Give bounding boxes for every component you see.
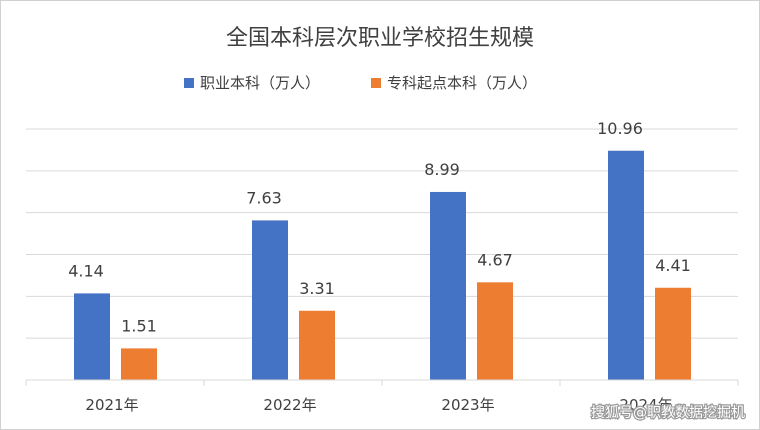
- bar-upgraded-bachelor-2: [299, 310, 335, 380]
- legend-swatch-upgraded-bachelor: [371, 78, 381, 88]
- data-label-upgraded-bachelor-2: 3.31: [299, 279, 335, 298]
- x-axis-ticks: [25, 380, 739, 386]
- data-labels: 4.14 1.51 7.63 3.31 8.99 4.67 10.96 4.41: [68, 119, 691, 336]
- data-label-vocational-bachelor-3: 8.99: [424, 160, 460, 179]
- x-tick-label-2: 2022年: [263, 396, 316, 414]
- bar-vocational-bachelor-3: [430, 191, 466, 380]
- x-tick-label-3: 2023年: [441, 396, 494, 414]
- bar-upgraded-bachelor-4: [655, 287, 691, 380]
- bar-upgraded-bachelor-3: [477, 282, 513, 380]
- bar-vocational-bachelor-4: [608, 150, 644, 380]
- data-label-upgraded-bachelor-4: 4.41: [655, 256, 691, 275]
- data-label-vocational-bachelor-2: 7.63: [246, 188, 282, 207]
- watermark-text: 搜狐号@职教数据挖掘机: [591, 405, 745, 421]
- data-label-vocational-bachelor-4: 10.96: [597, 119, 643, 138]
- legend-label-upgraded-bachelor: 专科起点本科（万人）: [387, 74, 537, 92]
- chart-legend: 职业本科（万人） 专科起点本科（万人）: [184, 74, 537, 92]
- x-axis-tick-labels: 2021年 2022年 2023年 2024年: [85, 396, 672, 414]
- bar-vocational-bachelor-2: [252, 220, 288, 380]
- data-label-upgraded-bachelor-3: 4.67: [477, 250, 513, 269]
- chart-title: 全国本科层次职业学校招生规模: [226, 26, 534, 51]
- data-label-vocational-bachelor-1: 4.14: [68, 261, 104, 280]
- x-tick-label-1: 2021年: [85, 396, 138, 414]
- data-label-upgraded-bachelor-1: 1.51: [121, 316, 157, 335]
- bar-vocational-bachelor-1: [74, 293, 110, 380]
- bar-upgraded-bachelor-1: [121, 348, 157, 380]
- legend-swatch-vocational-bachelor: [184, 78, 194, 88]
- legend-label-vocational-bachelor: 职业本科（万人）: [200, 74, 320, 92]
- bars: [74, 150, 691, 380]
- x-tick-label-4: 2024年: [619, 396, 672, 414]
